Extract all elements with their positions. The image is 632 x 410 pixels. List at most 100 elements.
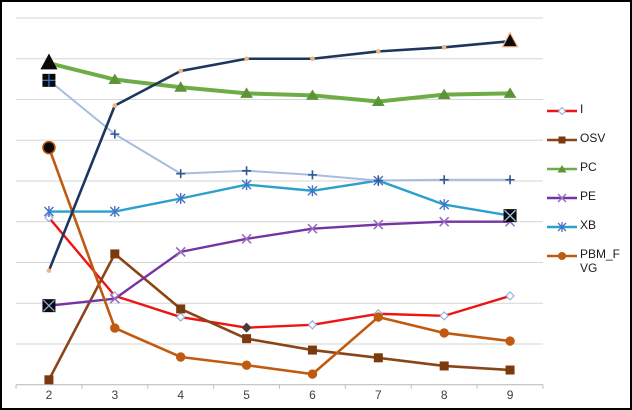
marker-star[interactable] <box>175 192 186 204</box>
marker-special-triangle[interactable] <box>501 31 519 48</box>
marker-square[interactable] <box>373 353 383 363</box>
marker-special-triangle[interactable] <box>40 53 58 70</box>
legend-marker-xb-icon <box>557 222 567 232</box>
marker-x[interactable] <box>109 293 120 304</box>
legend-item-pbm-fvg[interactable]: PBM_FVG <box>547 247 622 275</box>
marker-plus[interactable] <box>373 176 383 186</box>
legend-label-pc: PC <box>580 160 597 174</box>
marker-x[interactable] <box>175 246 186 257</box>
marker-triangle[interactable] <box>174 81 188 92</box>
marker-diamond-open[interactable] <box>307 320 318 330</box>
legend-item-i[interactable]: I <box>547 102 622 121</box>
marker-x[interactable] <box>373 219 384 230</box>
series-line-pc[interactable] <box>46 61 513 104</box>
x-tick-label: 2 <box>46 388 53 402</box>
chart-legend: I OSV PC PE XB PBM_FVG <box>547 102 622 275</box>
marker-diamond-open[interactable] <box>505 291 515 301</box>
legend-marker-pe-icon <box>557 193 567 203</box>
marker-dot[interactable] <box>244 56 249 62</box>
legend-sample-pe <box>547 193 577 203</box>
marker-plus[interactable] <box>242 166 252 176</box>
marker-square[interactable] <box>176 304 186 314</box>
marker-square[interactable] <box>44 375 54 385</box>
series-line-xb[interactable] <box>47 179 512 217</box>
marker-square[interactable] <box>242 334 252 344</box>
series-line-i[interactable] <box>47 216 512 329</box>
marker-dot[interactable] <box>178 68 183 74</box>
marker-circle[interactable] <box>439 328 449 338</box>
legend-item-pe[interactable]: PE <box>547 189 622 208</box>
marker-circle[interactable] <box>307 369 318 379</box>
marker-dot[interactable] <box>46 268 52 273</box>
legend-marker-pc-icon <box>557 165 567 173</box>
legend-sample-xb <box>547 222 577 232</box>
x-tick-label: 5 <box>243 388 250 402</box>
legend-label-osv: OSV <box>580 131 606 145</box>
marker-special-circle[interactable] <box>42 140 56 155</box>
series-line-unlabeled-navy[interactable] <box>47 39 512 272</box>
marker-diamond-open[interactable] <box>44 212 54 223</box>
marker-dot[interactable] <box>441 45 447 50</box>
marker-dot[interactable] <box>112 103 118 108</box>
x-tick-label: 7 <box>375 388 382 402</box>
marker-star[interactable] <box>109 206 120 218</box>
legend-label-pbm-fvg: PBM_FVG <box>580 247 621 275</box>
marker-circle[interactable] <box>110 323 120 333</box>
marker-star[interactable] <box>43 206 54 218</box>
legend-item-xb[interactable]: XB <box>547 218 622 237</box>
marker-triangle[interactable] <box>503 87 517 98</box>
marker-plus[interactable] <box>110 129 120 139</box>
series-line-pbm-fvg[interactable] <box>47 146 512 376</box>
marker-plus[interactable] <box>307 170 317 180</box>
marker-circle[interactable] <box>241 360 252 370</box>
marker-x[interactable] <box>307 223 318 234</box>
marker-x[interactable] <box>439 216 450 227</box>
legend-sample-i <box>547 106 577 116</box>
legend-marker-pbm-fvg-icon <box>558 252 566 260</box>
marker-dot[interactable] <box>310 56 315 62</box>
marker-special-cross <box>42 73 56 87</box>
legend-label-xb: XB <box>580 218 597 232</box>
series-line-pe[interactable] <box>47 220 512 307</box>
series-line-unlabeled-light-blue[interactable] <box>47 79 512 182</box>
legend-item-pc[interactable]: PC <box>547 160 622 179</box>
marker-circle[interactable] <box>175 352 186 362</box>
marker-square[interactable] <box>439 361 449 371</box>
marker-triangle[interactable] <box>437 88 451 100</box>
x-tick-label: 4 <box>177 388 184 402</box>
x-tick-label: 6 <box>309 388 316 402</box>
legend-sample-pbm-fvg <box>547 252 577 260</box>
marker-dot[interactable] <box>376 49 381 54</box>
marker-diamond-open[interactable] <box>439 311 449 321</box>
marker-diamond-open[interactable] <box>175 312 186 322</box>
marker-square[interactable] <box>505 365 515 375</box>
marker-special-x <box>504 209 517 222</box>
marker-plus[interactable] <box>439 175 449 185</box>
series-line-osv[interactable] <box>47 252 512 382</box>
marker-x[interactable] <box>241 233 252 244</box>
marker-circle[interactable] <box>505 336 515 346</box>
legend-label-i: I <box>580 102 584 116</box>
marker-plus[interactable] <box>505 175 515 185</box>
legend-sample-osv <box>547 136 577 144</box>
marker-star[interactable] <box>241 179 252 191</box>
marker-plus[interactable] <box>176 169 186 179</box>
marker-star[interactable] <box>307 185 318 197</box>
marker-special-x <box>42 299 55 312</box>
marker-triangle[interactable] <box>108 73 122 85</box>
marker-square[interactable] <box>110 249 120 259</box>
legend-label-pe: PE <box>580 189 597 203</box>
x-tick-label: 9 <box>507 388 514 402</box>
legend-item-osv[interactable]: OSV <box>547 131 622 150</box>
marker-triangle[interactable] <box>371 95 385 107</box>
legend-marker-i-icon <box>557 106 567 116</box>
x-tick-label: 3 <box>111 388 118 402</box>
marker-triangle[interactable] <box>306 89 319 100</box>
legend-sample-pc <box>547 165 577 173</box>
marker-square[interactable] <box>307 345 317 355</box>
marker-star[interactable] <box>439 199 450 211</box>
marker-triangle[interactable] <box>240 87 253 98</box>
marker-circle[interactable] <box>373 312 384 322</box>
marker-special-diamond[interactable] <box>241 322 252 333</box>
